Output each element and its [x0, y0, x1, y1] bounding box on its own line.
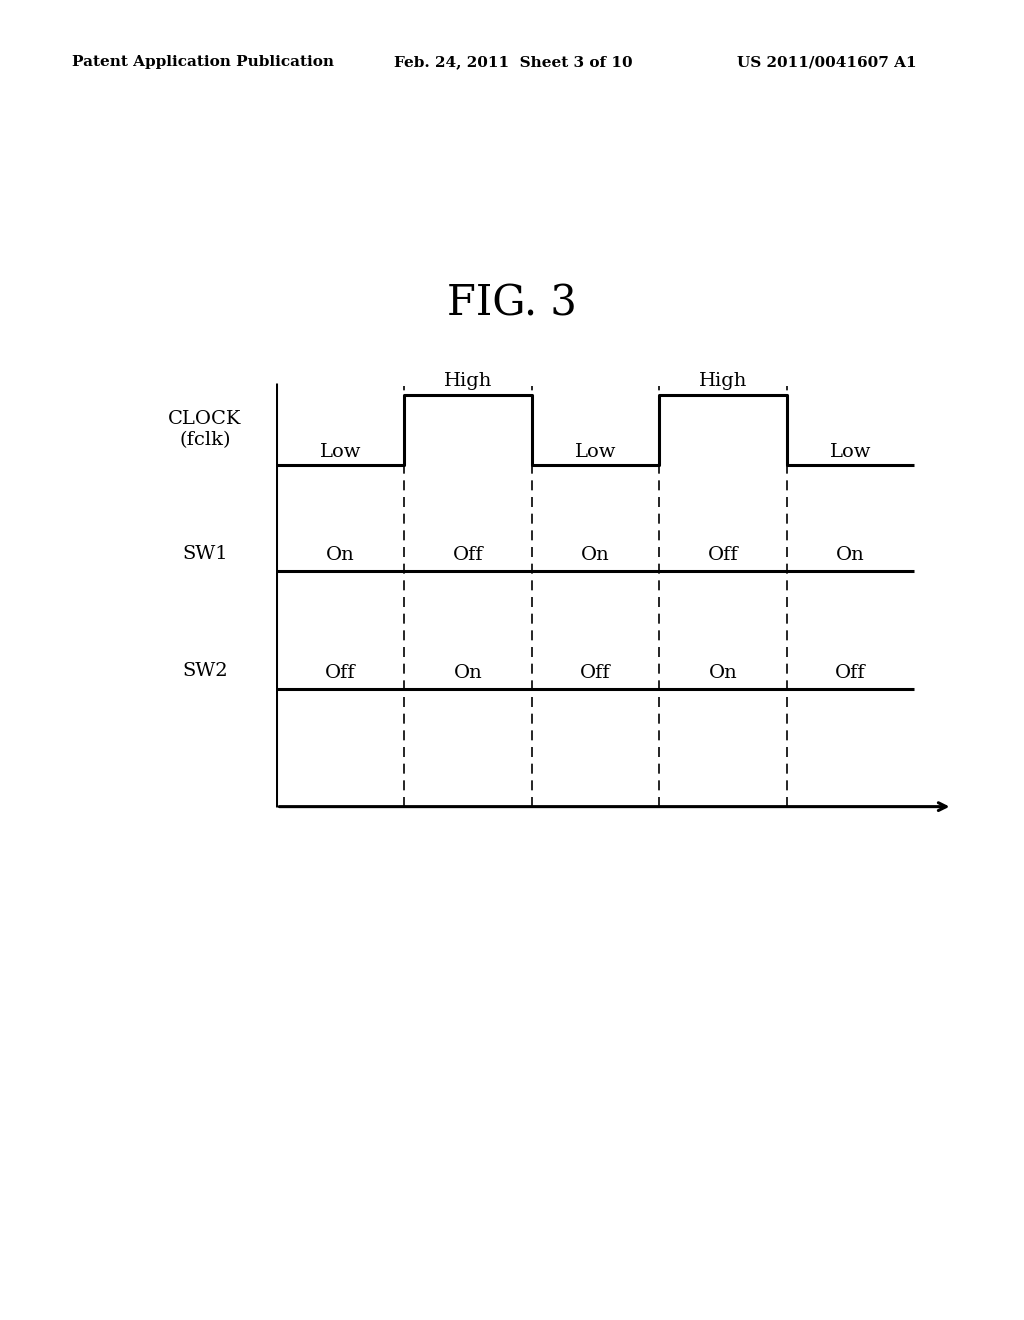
Text: High: High — [698, 372, 746, 389]
Text: Off: Off — [325, 664, 355, 682]
Text: Low: Low — [829, 442, 871, 461]
Text: On: On — [709, 664, 737, 682]
Text: CLOCK
(fclk): CLOCK (fclk) — [168, 411, 242, 449]
Text: Off: Off — [580, 664, 610, 682]
Text: SW2: SW2 — [182, 663, 227, 680]
Text: US 2011/0041607 A1: US 2011/0041607 A1 — [737, 55, 916, 70]
Text: SW1: SW1 — [182, 545, 227, 562]
Text: Off: Off — [708, 546, 738, 564]
Text: On: On — [581, 546, 609, 564]
Text: FIG. 3: FIG. 3 — [447, 282, 577, 325]
Text: On: On — [836, 546, 864, 564]
Text: Low: Low — [319, 442, 361, 461]
Text: Feb. 24, 2011  Sheet 3 of 10: Feb. 24, 2011 Sheet 3 of 10 — [394, 55, 633, 70]
Text: On: On — [326, 546, 354, 564]
Text: Patent Application Publication: Patent Application Publication — [72, 55, 334, 70]
Text: Off: Off — [835, 664, 865, 682]
Text: On: On — [454, 664, 482, 682]
Text: Off: Off — [453, 546, 483, 564]
Text: High: High — [443, 372, 492, 389]
Text: Low: Low — [574, 442, 616, 461]
